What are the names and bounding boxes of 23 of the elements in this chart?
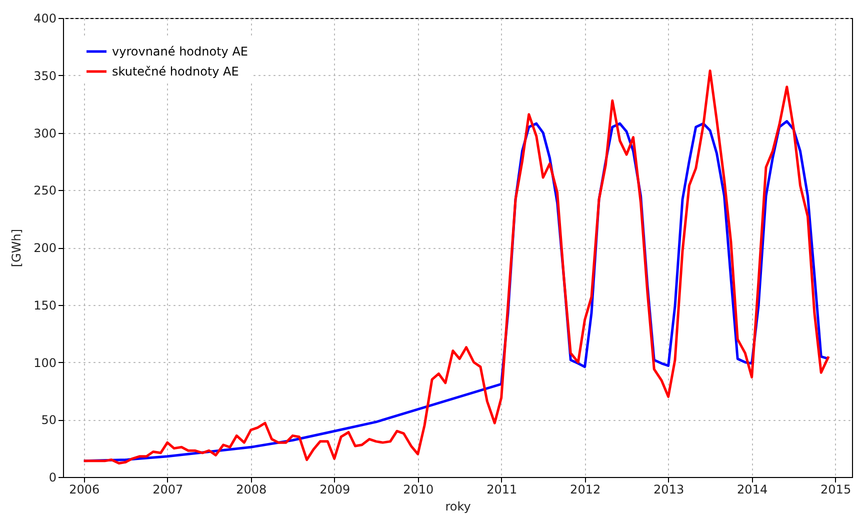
y-axis-title: [GWh]: [10, 228, 24, 268]
y-tick-label: 150: [34, 298, 56, 312]
x-tick-label: 2015: [820, 482, 852, 496]
y-tick-label: 0: [48, 470, 56, 484]
x-tick-label: 2014: [737, 482, 768, 496]
x-tick-label: 2012: [570, 482, 601, 496]
y-tick-label: 100: [34, 356, 56, 370]
legend-label: skutečné hodnoty AE: [112, 64, 239, 78]
x-tick-label: 2008: [236, 482, 267, 496]
x-tick-label: 2007: [152, 482, 184, 496]
x-tick-label: 2006: [69, 482, 100, 496]
y-tick-label: 50: [41, 413, 56, 428]
x-tick-label: 2009: [320, 482, 350, 496]
x-tick-label: 2010: [403, 482, 434, 496]
y-tick-label: 400: [34, 12, 56, 26]
x-tick-label: 2011: [486, 482, 518, 496]
y-tick-label: 250: [34, 184, 56, 198]
x-axis-title: roky: [445, 500, 471, 514]
y-tick-label: 200: [34, 241, 56, 255]
y-tick-label: 300: [34, 126, 56, 140]
x-tick-label: 2013: [654, 482, 684, 496]
legend-label: vyrovnané hodnoty AE: [112, 44, 248, 58]
y-tick-label: 350: [34, 68, 56, 83]
